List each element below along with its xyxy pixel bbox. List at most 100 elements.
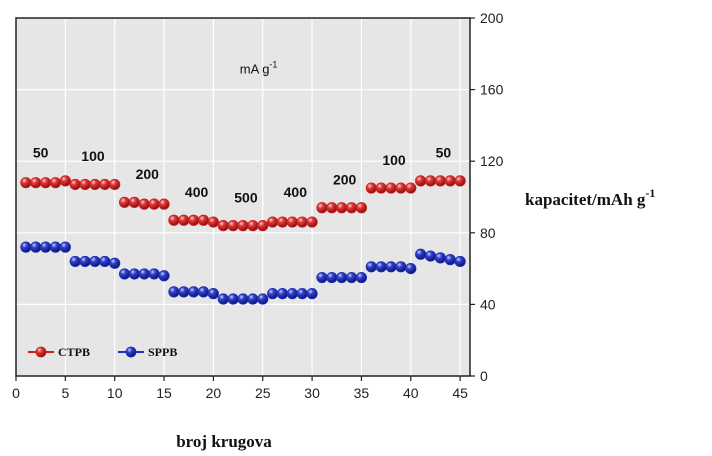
data-point-ctpb <box>69 178 81 191</box>
data-point-ctpb <box>395 182 407 194</box>
data-point-ctpb <box>267 216 279 228</box>
data-point-ctpb <box>178 214 190 226</box>
data-point-ctpb <box>247 220 259 232</box>
data-point-sppb <box>59 241 71 253</box>
annotations: 50 100 200 400 500 400 200 100 50 <box>33 145 451 206</box>
data-point-ctpb <box>99 178 111 191</box>
unit-annotation: mA g-1 <box>240 59 278 76</box>
data-point-ctpb <box>20 177 32 189</box>
data-point-sppb <box>444 254 456 266</box>
y-tick-label: 80 <box>480 225 496 241</box>
data-point-sppb <box>118 268 131 280</box>
data-point-ctpb <box>118 196 131 208</box>
data-point-ctpb <box>237 220 249 232</box>
data-point-ctpb <box>197 214 210 226</box>
data-point-sppb <box>178 286 190 298</box>
data-point-ctpb <box>405 182 417 194</box>
axes: 0 5 10 15 20 25 30 35 40 45 0 40 80 120 160 200 <box>12 10 503 401</box>
data-point-ctpb <box>424 175 437 187</box>
rate-label: 100 <box>382 152 406 168</box>
series-layer <box>20 175 466 305</box>
data-point-ctpb <box>345 202 358 214</box>
y-tick-label: 200 <box>480 10 504 26</box>
rate-label: 400 <box>185 184 209 200</box>
data-point-ctpb <box>286 216 298 228</box>
x-tick-label: 45 <box>452 385 468 401</box>
y-tick-label: 160 <box>480 82 504 98</box>
rate-label: 500 <box>234 189 258 205</box>
data-point-ctpb <box>138 198 150 210</box>
rate-label: 100 <box>81 148 105 164</box>
data-point-ctpb <box>168 214 180 226</box>
legend-marker-sppb <box>125 346 137 358</box>
data-point-sppb <box>237 293 249 305</box>
x-tick-label: 30 <box>304 385 320 401</box>
data-point-sppb <box>405 262 417 275</box>
data-point-sppb <box>207 288 219 300</box>
data-point-sppb <box>267 288 279 300</box>
data-point-ctpb <box>336 202 348 214</box>
data-point-ctpb <box>188 214 200 226</box>
data-point-sppb <box>316 271 328 284</box>
legend: CTPB SPPB <box>28 345 177 359</box>
data-point-sppb <box>306 288 318 300</box>
data-point-ctpb <box>89 178 101 191</box>
data-point-sppb <box>365 261 377 273</box>
data-point-sppb <box>20 241 32 253</box>
data-point-sppb <box>168 286 180 298</box>
series-ctpb <box>20 175 466 232</box>
rate-label: 200 <box>136 166 160 182</box>
data-point-sppb <box>89 255 101 268</box>
data-point-sppb <box>217 293 229 305</box>
data-point-sppb <box>434 252 446 264</box>
plot-background <box>16 18 470 376</box>
data-point-sppb <box>227 293 239 305</box>
data-point-sppb <box>395 261 407 273</box>
data-point-sppb <box>40 241 52 253</box>
data-point-ctpb <box>355 202 368 214</box>
data-point-sppb <box>345 271 358 284</box>
data-point-sppb <box>138 268 150 280</box>
legend-label-sppb: SPPB <box>148 345 177 359</box>
data-point-sppb <box>158 270 170 282</box>
data-point-sppb <box>286 288 298 300</box>
x-tick-label: 0 <box>12 385 20 401</box>
data-point-ctpb <box>316 202 328 214</box>
data-point-sppb <box>296 288 308 300</box>
data-point-ctpb <box>158 198 170 210</box>
data-point-ctpb <box>326 202 338 214</box>
data-point-ctpb <box>109 178 121 191</box>
rate-label: 400 <box>284 184 308 200</box>
y-tick-label: 40 <box>480 296 496 312</box>
x-tick-label: 25 <box>255 385 271 401</box>
data-point-ctpb <box>79 178 91 191</box>
y-tick-label: 0 <box>480 368 488 384</box>
x-tick-label: 5 <box>61 385 69 401</box>
legend-label-ctpb: CTPB <box>58 345 90 359</box>
data-point-sppb <box>148 268 160 280</box>
data-point-ctpb <box>296 216 308 228</box>
data-point-ctpb <box>217 220 229 232</box>
data-point-ctpb <box>30 177 42 189</box>
data-point-sppb <box>415 248 427 260</box>
data-point-ctpb <box>40 177 52 189</box>
data-point-sppb <box>197 286 210 298</box>
data-point-sppb <box>276 288 289 300</box>
data-point-sppb <box>247 293 259 305</box>
x-tick-label: 35 <box>354 385 370 401</box>
data-point-sppb <box>69 255 81 268</box>
y-tick-label: 120 <box>480 153 504 169</box>
x-tick-label: 15 <box>156 385 172 401</box>
data-point-sppb <box>454 255 466 268</box>
data-point-sppb <box>188 286 200 298</box>
data-point-sppb <box>375 261 387 273</box>
data-point-ctpb <box>257 220 269 232</box>
data-point-ctpb <box>434 175 446 187</box>
data-point-ctpb <box>375 182 387 194</box>
x-tick-label: 40 <box>403 385 419 401</box>
x-axis-title: broj krugova <box>176 432 272 451</box>
data-point-sppb <box>30 241 42 253</box>
data-point-sppb <box>109 257 121 269</box>
data-point-sppb <box>257 293 269 305</box>
